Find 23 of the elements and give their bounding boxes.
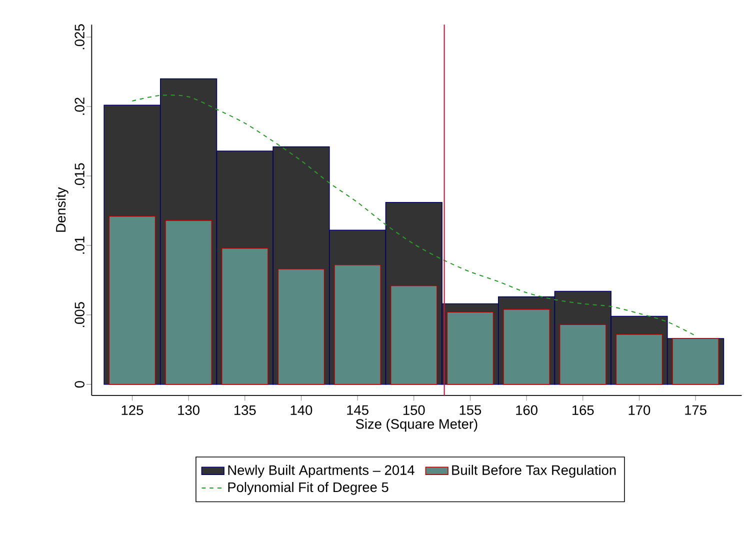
x-tick-label: 155 (460, 405, 482, 415)
y-axis-title: Density (56, 187, 68, 232)
x-tick-label: 145 (347, 405, 368, 415)
y-tick-label: 0 (74, 380, 84, 388)
y-tick-label: .01 (74, 236, 84, 254)
x-tick-label: 175 (685, 405, 706, 415)
x-axis-title: Size (Square Meter) (356, 418, 478, 432)
y-tick-label: .015 (74, 163, 84, 188)
x-tick-label: 165 (572, 405, 594, 415)
x-tick-label: 150 (403, 405, 425, 415)
legend-label: Newly Built Apartments – 2014 (228, 464, 414, 478)
x-tick-label: 160 (516, 405, 538, 415)
y-tick-label: .025 (74, 24, 84, 50)
line-series (132, 94, 696, 336)
y-tick-label: .005 (74, 302, 84, 327)
x-tick-label: 125 (122, 405, 144, 415)
y-tick-label: .02 (74, 98, 84, 115)
x-tick-label: 140 (290, 405, 312, 415)
legend-label: Polynomial Fit of Degree 5 (228, 482, 388, 495)
legend-label: Built Before Tax Regulation (452, 464, 616, 478)
x-tick-label: 170 (628, 405, 650, 415)
x-tick-label: 130 (178, 405, 200, 415)
x-tick-label: 135 (234, 405, 256, 415)
